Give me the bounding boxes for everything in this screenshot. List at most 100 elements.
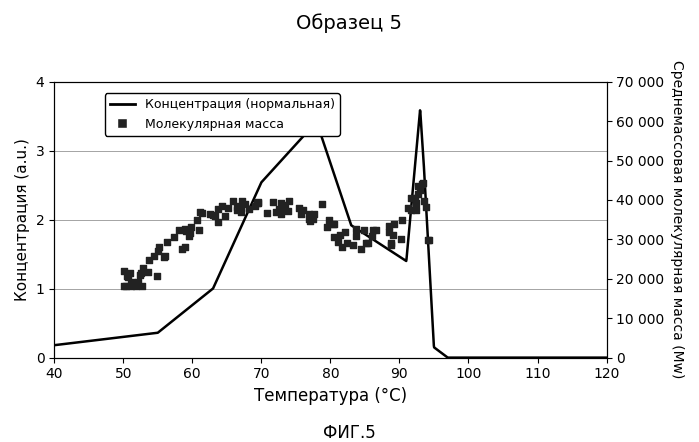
Молекулярная масса xyxy=(277,207,288,214)
Молекулярная масса xyxy=(305,217,316,224)
Молекулярная масса xyxy=(231,204,243,211)
Молекулярная масса xyxy=(177,246,188,253)
Концентрация (нормальная) xyxy=(319,137,327,143)
Молекулярная масса xyxy=(236,198,247,205)
Молекулярная масса xyxy=(133,278,144,286)
Молекулярная масса xyxy=(180,226,191,233)
Концентрация (нормальная) xyxy=(304,128,312,133)
Молекулярная масса xyxy=(233,203,245,210)
Молекулярная масса xyxy=(185,229,196,236)
Молекулярная масса xyxy=(387,232,398,239)
Молекулярная масса xyxy=(130,282,141,290)
Молекулярная масса xyxy=(152,247,164,254)
Молекулярная масса xyxy=(303,210,315,217)
Молекулярная масса xyxy=(412,190,423,197)
Молекулярная масса xyxy=(321,223,332,230)
Молекулярная масса xyxy=(154,244,165,251)
Молекулярная масса xyxy=(421,204,432,211)
Молекулярная масса xyxy=(417,179,428,187)
Концентрация (нормальная) xyxy=(50,343,58,348)
Молекулярная масса xyxy=(417,181,428,188)
Legend: Концентрация (нормальная), Молекулярная масса: Концентрация (нормальная), Молекулярная … xyxy=(105,93,340,136)
Молекулярная масса xyxy=(405,194,417,202)
Молекулярная масса xyxy=(303,215,315,222)
Молекулярная масса xyxy=(236,208,247,215)
Молекулярная масса xyxy=(410,206,421,213)
Молекулярная масса xyxy=(422,236,433,244)
Молекулярная масса xyxy=(332,238,343,245)
X-axis label: Температура (°C): Температура (°C) xyxy=(254,387,407,405)
Молекулярная масса xyxy=(361,240,372,247)
Молекулярная масса xyxy=(267,198,278,206)
Молекулярная масса xyxy=(415,187,426,194)
Молекулярная масса xyxy=(168,233,180,240)
Молекулярная масса xyxy=(244,206,255,213)
Концентрация (нормальная) xyxy=(444,355,452,360)
Молекулярная масса xyxy=(294,204,305,211)
Молекулярная масса xyxy=(274,206,285,213)
Молекулярная масса xyxy=(124,270,136,277)
Молекулярная масса xyxy=(412,183,423,190)
Молекулярная масса xyxy=(126,282,137,290)
Молекулярная масса xyxy=(385,240,396,247)
Text: Образец 5: Образец 5 xyxy=(296,13,403,33)
Text: ФИГ.5: ФИГ.5 xyxy=(323,423,376,442)
Молекулярная масса xyxy=(136,282,147,289)
Концентрация (нормальная) xyxy=(416,108,424,113)
Молекулярная масса xyxy=(340,229,351,236)
Молекулярная масса xyxy=(231,206,243,213)
Молекулярная масса xyxy=(386,242,397,249)
Молекулярная масса xyxy=(336,244,347,251)
Молекулярная масса xyxy=(282,207,294,214)
Молекулярная масса xyxy=(196,210,208,217)
Молекулярная масса xyxy=(158,253,169,260)
Молекулярная масса xyxy=(122,272,133,279)
Молекулярная масса xyxy=(328,234,339,241)
Молекулярная масса xyxy=(212,205,223,212)
Молекулярная масса xyxy=(370,226,382,233)
Молекулярная масса xyxy=(341,240,352,247)
Молекулярная масса xyxy=(317,201,328,208)
Y-axis label: Среднемассовая молекулярная масса (Mw): Среднемассовая молекулярная масса (Mw) xyxy=(670,61,684,379)
Концентрация (нормальная) xyxy=(586,355,595,360)
Молекулярная масса xyxy=(180,227,192,234)
Молекулярная масса xyxy=(204,211,215,218)
Молекулярная масса xyxy=(212,218,224,225)
Молекулярная масса xyxy=(228,198,239,205)
Молекулярная масса xyxy=(367,226,378,233)
Молекулярная масса xyxy=(252,199,263,206)
Молекулярная масса xyxy=(216,203,227,210)
Молекулярная масса xyxy=(389,221,400,228)
Молекулярная масса xyxy=(194,209,206,216)
Молекулярная масса xyxy=(334,232,345,239)
Молекулярная масса xyxy=(138,265,149,272)
Молекулярная масса xyxy=(152,273,163,280)
Молекулярная масса xyxy=(219,212,231,219)
Молекулярная масса xyxy=(396,217,408,224)
Молекулярная масса xyxy=(119,283,130,290)
Молекулярная масса xyxy=(122,274,134,281)
Молекулярная масса xyxy=(119,268,130,275)
Молекулярная масса xyxy=(207,211,218,218)
Молекулярная масса xyxy=(284,197,295,204)
Молекулярная масса xyxy=(308,210,319,217)
Молекулярная масса xyxy=(359,227,370,234)
Молекулярная масса xyxy=(410,195,421,202)
Молекулярная масса xyxy=(405,206,417,213)
Молекулярная масса xyxy=(126,279,137,286)
Молекулярная масса xyxy=(383,229,394,236)
Молекулярная масса xyxy=(419,198,430,205)
Молекулярная масса xyxy=(223,205,234,212)
Концентрация (нормальная) xyxy=(603,355,611,360)
Молекулярная масса xyxy=(209,213,220,220)
Молекулярная масса xyxy=(329,221,340,228)
Молекулярная масса xyxy=(270,209,281,216)
Молекулярная масса xyxy=(366,232,377,240)
Молекулярная масса xyxy=(192,217,203,224)
Молекулярная масса xyxy=(120,282,131,290)
Y-axis label: Концентрация (a.u.): Концентрация (a.u.) xyxy=(15,138,30,301)
Молекулярная масса xyxy=(143,268,154,275)
Молекулярная масса xyxy=(355,245,366,252)
Молекулярная масса xyxy=(173,226,185,233)
Молекулярная масса xyxy=(239,200,250,207)
